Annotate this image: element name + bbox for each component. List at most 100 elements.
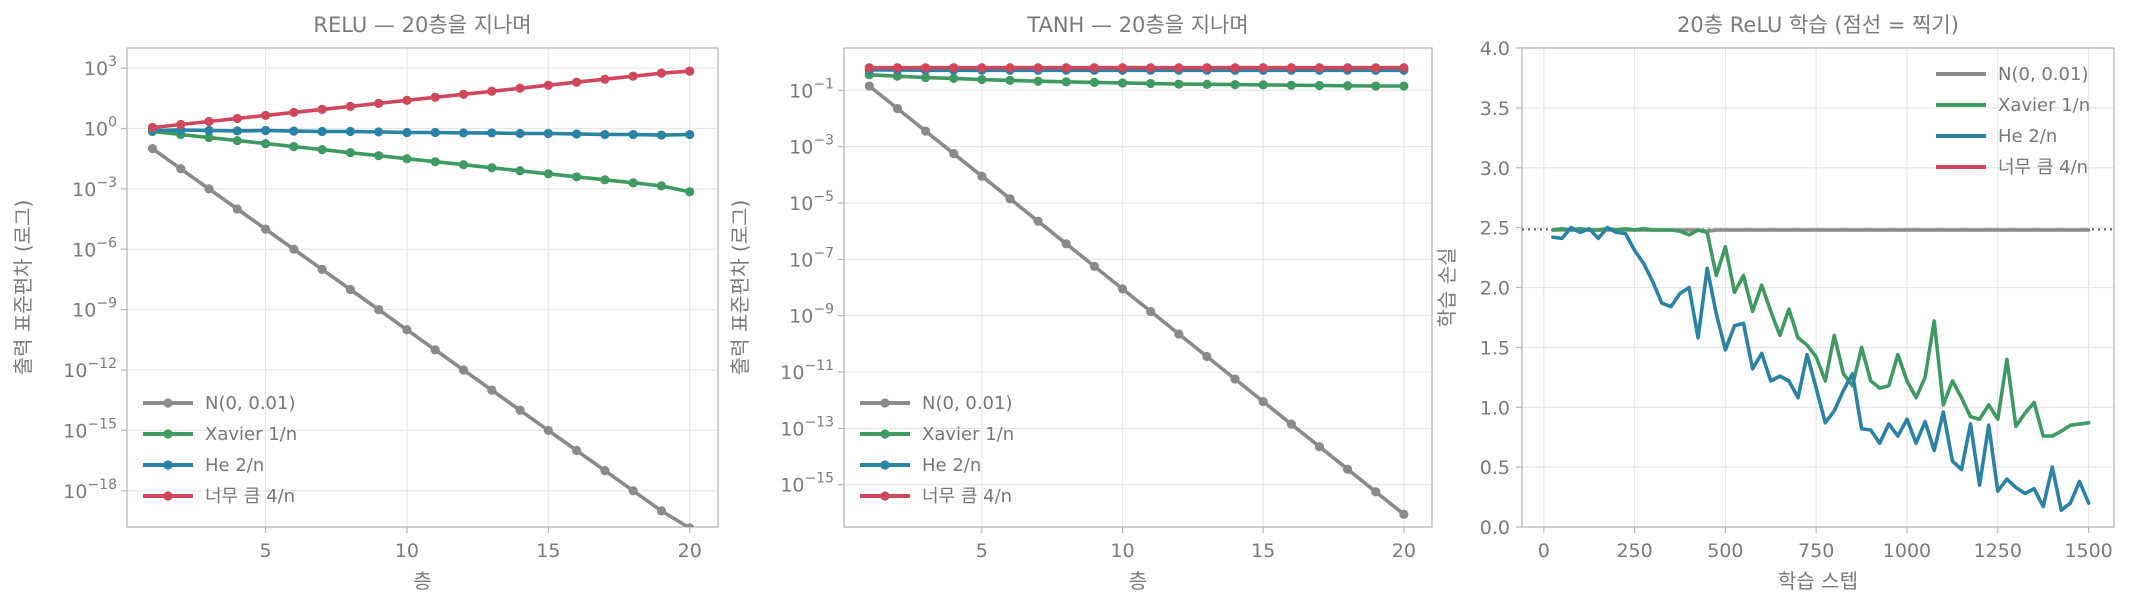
data-point-big (1258, 63, 1268, 73)
data-point-xavier (317, 145, 327, 155)
data-point-big (1371, 63, 1381, 73)
data-point-n001 (892, 103, 903, 114)
series-line-n001 (867, 84, 1406, 517)
x-tick-label: 0 (1538, 540, 1550, 562)
data-point-big (430, 92, 440, 102)
data-point-big (1033, 63, 1043, 73)
y-tick-base: 10 (84, 119, 108, 141)
y-tick-base: 10 (84, 58, 108, 80)
data-point-he (656, 130, 667, 140)
data-point-xavier (920, 72, 931, 83)
series-line-big (150, 69, 692, 130)
series-line-he (1551, 225, 2091, 513)
data-point-big (176, 119, 186, 130)
y-tick-exponent: −3 (96, 175, 117, 191)
data-point-n001 (1117, 284, 1128, 294)
y-tick-label: 3.5 (1480, 98, 1510, 120)
x-tick-label: 1000 (1883, 540, 1931, 562)
data-point-xavier (487, 163, 497, 173)
data-point-xavier (515, 166, 525, 176)
data-point-he (458, 128, 469, 138)
data-point-he (487, 128, 497, 138)
data-point-he (374, 127, 384, 137)
gridlines (127, 48, 718, 527)
data-point-big (317, 104, 327, 114)
data-point-xavier (600, 175, 610, 185)
x-tick-label: 20 (678, 540, 702, 562)
data-point-n001 (949, 149, 959, 159)
legend-label-xavier: Xavier 1/n (922, 424, 1014, 445)
data-point-xavier (1399, 81, 1409, 91)
y-tick-label: 10−15 (63, 416, 117, 442)
data-point-xavier (260, 138, 271, 149)
y-tick-label: 100 (84, 115, 117, 141)
data-point-n001 (487, 385, 497, 395)
y-tick-base: 10 (780, 475, 804, 497)
data-point-n001 (572, 445, 582, 456)
data-point-n001 (600, 466, 610, 476)
data-point-n001 (1314, 442, 1325, 452)
data-point-n001 (1202, 351, 1212, 362)
y-tick-label: 0.0 (1480, 517, 1510, 539)
y-tick-label: 4.0 (1480, 38, 1510, 60)
legend: N(0, 0.01) Xavier 1/n He 2/n 너무 큼 4/n (1936, 64, 2090, 178)
y-tick-label: 10−15 (780, 471, 834, 497)
data-point-xavier (1371, 81, 1381, 91)
data-point-n001 (1286, 419, 1296, 429)
y-tick-label: 10−9 (789, 302, 834, 328)
legend-label-big: 너무 큼 4/n (1998, 157, 2088, 178)
y-tick-exponent: −12 (87, 356, 117, 372)
data-point-xavier (1230, 80, 1240, 90)
legend-label-xavier: Xavier 1/n (205, 424, 297, 445)
data-point-big (1286, 63, 1296, 73)
data-point-n001 (1174, 329, 1184, 339)
data-point-big (1089, 63, 1099, 73)
data-point-xavier (1089, 77, 1099, 87)
legend-label-n001: N(0, 0.01) (205, 393, 295, 414)
data-point-xavier (1117, 78, 1128, 88)
data-point-big (345, 101, 355, 111)
series-group (864, 63, 1409, 519)
series-line-xavier (150, 129, 692, 194)
series-line-xavier (1551, 227, 2091, 438)
y-tick-label: 2.5 (1480, 218, 1510, 240)
data-point-xavier (1005, 75, 1015, 86)
series-group (1551, 225, 2091, 513)
y-tick-base: 10 (780, 418, 804, 440)
data-point-xavier (949, 73, 959, 84)
data-point-xavier (430, 157, 440, 167)
data-point-n001 (628, 486, 638, 496)
data-point-big (572, 77, 582, 87)
y-tick-exponent: −18 (87, 477, 117, 493)
x-tick-label: 1500 (2064, 540, 2112, 562)
data-point-xavier (656, 181, 667, 191)
x-tick-label: 1250 (1974, 540, 2022, 562)
data-point-n001 (147, 144, 158, 154)
series-line-n001 (150, 146, 692, 527)
y-tick-exponent: 3 (108, 54, 117, 70)
y-tick-label: 3.0 (1480, 158, 1510, 180)
data-point-big (1117, 63, 1128, 73)
legend-label-n001: N(0, 0.01) (1998, 64, 2088, 85)
data-point-n001 (656, 506, 667, 516)
training-panel: 0 250 500 750 1000 1250 1500 0.0 0.5 1.0 1.5 2.0 2.5… (1435, 13, 2115, 593)
data-point-n001 (204, 184, 214, 194)
y-tick-exponent: −9 (813, 302, 834, 318)
data-point-big (628, 71, 638, 81)
data-point-big (1061, 63, 1071, 73)
x-tick-label: 750 (1798, 540, 1834, 562)
data-point-xavier (1314, 80, 1325, 91)
data-point-n001 (1061, 239, 1071, 249)
legend-label-he: He 2/n (205, 455, 264, 476)
series-line-he (150, 128, 692, 137)
data-point-he (402, 127, 412, 138)
data-point-big (289, 107, 299, 118)
data-point-n001 (1371, 487, 1381, 497)
y-tick-base: 10 (789, 193, 813, 215)
y-tick-label: 0.5 (1480, 457, 1510, 479)
data-point-xavier (1061, 77, 1071, 87)
data-point-n001 (1005, 194, 1015, 204)
data-point-big (920, 63, 931, 73)
data-point-he (600, 129, 610, 140)
y-tick-exponent: −1 (813, 76, 834, 92)
